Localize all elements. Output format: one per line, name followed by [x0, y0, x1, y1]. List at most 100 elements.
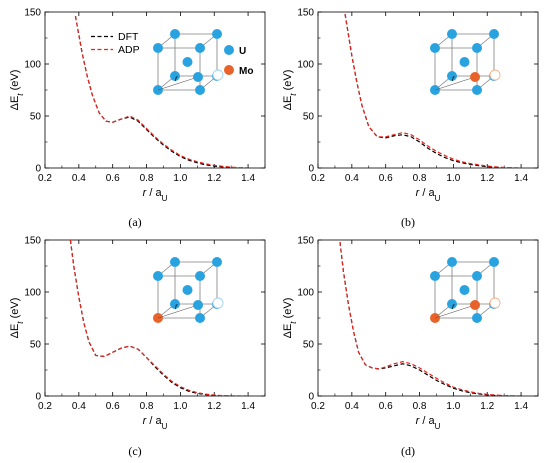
panel-caption: (c): [128, 444, 141, 458]
u-atom-migrating: [193, 72, 203, 82]
r-vector: [434, 76, 476, 91]
x-axis-label: r / aU: [416, 415, 441, 431]
y-tick-label: 0: [308, 164, 314, 175]
u-atom: [153, 43, 163, 53]
cube-back-face: [451, 261, 495, 305]
r-vector-label: r: [452, 74, 455, 83]
panel-3: 0 50 100 150 0.2 0.4 0.6 0.8 1.0 1.2 1.4 ΔEt (eV) r …: [282, 236, 539, 431]
y-axis-label: ΔEt (eV): [282, 298, 298, 339]
x-tick-label: 1.2: [207, 173, 221, 184]
u-atom: [447, 257, 457, 267]
cube-front-face: [157, 47, 201, 91]
x-tick-label: 0.6: [106, 173, 120, 184]
x-tick-label: 0.6: [379, 173, 393, 184]
u-atom: [447, 299, 457, 309]
x-tick-label: 0.8: [413, 401, 427, 412]
y-tick-label: 0: [35, 164, 41, 175]
y-tick-label: 0: [35, 392, 41, 403]
x-tick-label: 0.6: [106, 401, 120, 412]
plot-frame: [317, 239, 539, 397]
legend-mo-icon: [224, 65, 234, 75]
x-tick-label: 1.0: [446, 173, 460, 184]
panel-1: 0 50 100 150 0.2 0.4 0.6 0.8 1.0 1.2 1.4 ΔEt (eV) r …: [282, 8, 539, 203]
u-atom: [195, 85, 205, 95]
r-vector-label: r: [175, 74, 178, 83]
x-tick-label: 0.4: [72, 173, 86, 184]
u-atom-center: [459, 285, 470, 295]
x-axis-label: r / aU: [416, 187, 441, 203]
cube-front-face: [157, 275, 201, 319]
x-tick-label: 1.4: [241, 401, 255, 412]
panel-caption: (a): [128, 215, 141, 229]
y-tick-label: 100: [297, 60, 314, 71]
x-tick-label: 1.4: [514, 401, 528, 412]
y-tick-label: 50: [30, 340, 42, 351]
y-axis-label: ΔEt (eV): [9, 70, 25, 111]
vacancy-site: [489, 69, 501, 81]
panel-caption: (d): [401, 444, 415, 458]
legend-mo-label: Mo: [239, 66, 253, 77]
x-axis-label: r / aU: [143, 415, 168, 431]
u-atom-migrating: [193, 300, 203, 310]
vacancy-site: [212, 297, 224, 309]
u-atom: [489, 257, 499, 267]
x-tick-label: 0.4: [345, 401, 359, 412]
u-atom: [472, 313, 482, 323]
r-vector-label: r: [175, 302, 178, 311]
r-vector-label: r: [452, 302, 455, 311]
u-atom: [212, 257, 222, 267]
r-vector: [157, 76, 199, 91]
vacancy-site: [489, 297, 501, 309]
x-tick-label: 1.4: [514, 173, 528, 184]
u-atom: [195, 271, 205, 281]
y-tick-label: 100: [297, 288, 314, 299]
x-tick-label: 0.2: [311, 401, 325, 412]
cube-front-face: [434, 275, 478, 319]
series-line-adp: [344, 13, 522, 168]
x-tick-label: 0.4: [72, 401, 86, 412]
cube-front-face: [434, 47, 478, 91]
x-tick-label: 0.8: [140, 173, 154, 184]
vacancy-site: [212, 69, 224, 81]
u-atom: [447, 71, 457, 81]
x-tick-label: 0.4: [345, 173, 359, 184]
mo-atom-migrating: [470, 300, 480, 310]
u-atom-center: [182, 285, 193, 295]
r-vector: [157, 304, 199, 319]
legend-label: DFT: [118, 31, 139, 43]
u-atom: [170, 71, 180, 81]
y-tick-label: 150: [24, 236, 41, 247]
y-tick-label: 0: [308, 392, 314, 403]
panel-0: 0 50 100 150 0.2 0.4 0.6 0.8 1.0 1.2 1.4 ΔEt (eV) r …: [9, 8, 266, 203]
y-tick-label: 100: [24, 60, 41, 71]
mo-atom-migrating: [470, 72, 480, 82]
x-tick-label: 0.8: [413, 173, 427, 184]
x-tick-label: 1.4: [241, 173, 255, 184]
series-line-adp: [74, 16, 249, 168]
legend-u-icon: [224, 45, 234, 55]
u-atom: [430, 43, 440, 53]
y-tick-label: 150: [297, 8, 314, 19]
y-tick-label: 50: [303, 340, 315, 351]
cube-back-face: [451, 33, 495, 77]
x-axis-label: r / aU: [143, 187, 168, 203]
u-atom: [195, 313, 205, 323]
u-atom: [212, 29, 222, 39]
series-line-adp: [69, 240, 249, 396]
panel-caption: (b): [401, 215, 415, 229]
panel-2: 0 50 100 150 0.2 0.4 0.6 0.8 1.0 1.2 1.4 ΔEt (eV) r …: [9, 236, 266, 431]
x-tick-label: 0.2: [311, 173, 325, 184]
u-atom: [472, 43, 482, 53]
u-atom: [170, 257, 180, 267]
u-atom: [170, 29, 180, 39]
x-tick-label: 1.0: [446, 401, 460, 412]
x-tick-label: 1.2: [207, 401, 221, 412]
u-atom-center: [459, 57, 470, 67]
y-axis-label: ΔEt (eV): [9, 298, 25, 339]
cube-back-face: [174, 261, 218, 305]
u-atom: [170, 299, 180, 309]
y-tick-label: 150: [297, 236, 314, 247]
x-tick-label: 0.2: [38, 401, 52, 412]
series-line-dft: [74, 16, 249, 168]
